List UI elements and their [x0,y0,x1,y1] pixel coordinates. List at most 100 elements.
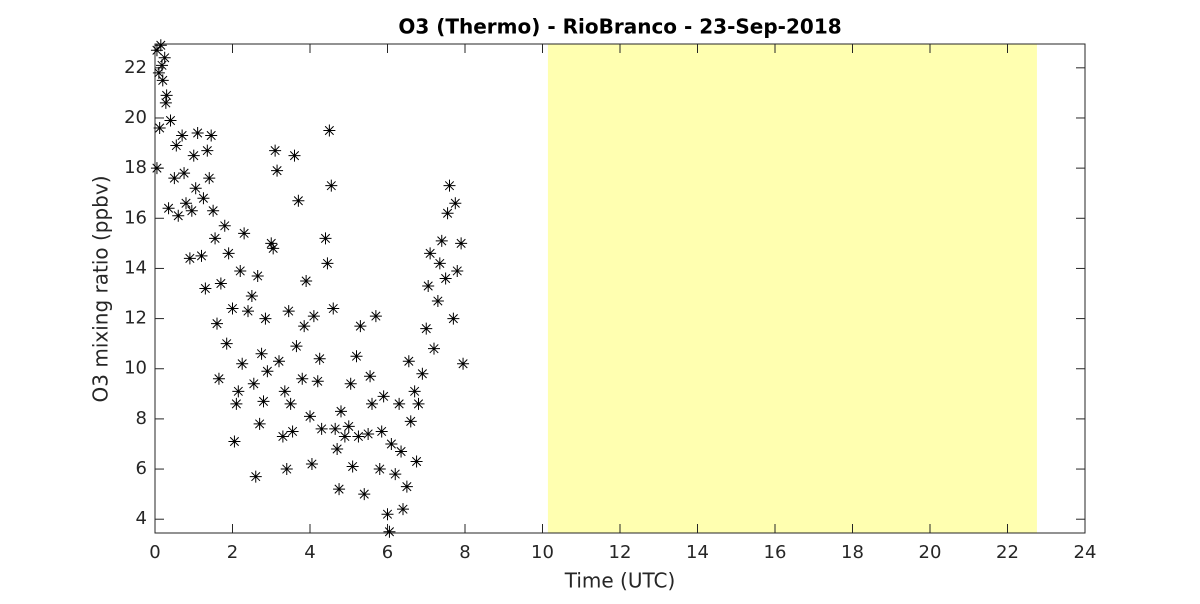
data-point [185,204,198,217]
data-point [153,122,166,135]
x-tick-label: 4 [304,542,315,563]
data-point [286,425,299,438]
data-point [164,114,177,127]
data-point [284,397,297,410]
data-point [267,242,280,255]
data-point [259,312,272,325]
data-point [352,430,365,443]
x-tick-label: 18 [841,542,864,563]
y-tick-label: 8 [136,408,147,429]
data-point [400,480,413,493]
data-point [315,422,328,435]
y-tick-label: 14 [124,257,147,278]
y-tick-label: 6 [136,458,147,479]
x-tick-label: 22 [996,542,1019,563]
data-point [226,302,239,315]
data-point [342,420,355,433]
data-point [245,290,258,303]
data-point [154,39,167,52]
data-point [335,405,347,418]
data-point [150,162,163,175]
data-point [366,397,378,410]
data-point [255,347,268,360]
data-point [441,207,454,220]
data-point [172,209,185,222]
data-point [395,445,408,458]
data-point [404,415,417,428]
data-point [362,427,375,440]
y-tick-label: 20 [124,107,147,128]
data-point [271,164,284,177]
data-point [327,302,340,315]
data-point [170,139,183,152]
data-point [176,129,189,142]
x-tick-label: 24 [1074,542,1097,563]
data-point [449,197,462,210]
data-point [156,74,169,87]
data-point [381,508,394,521]
chart-title: O3 (Thermo) - RioBranco - 23-Sep-2018 [398,15,841,39]
data-point [304,410,316,423]
data-point [212,372,225,385]
x-tick-label: 10 [531,542,554,563]
data-point [338,430,351,443]
data-point [364,370,377,383]
data-point [344,377,357,390]
data-point [189,182,202,195]
data-point [373,463,386,476]
data-point [273,355,285,368]
data-point [280,463,293,476]
data-point [220,337,233,350]
data-point [152,66,165,79]
data-point [408,385,421,398]
data-point [383,525,396,538]
y-tick-label: 12 [124,308,147,329]
data-point [358,488,371,501]
data-point [201,144,214,157]
data-point [412,397,425,410]
data-point [333,483,346,496]
data-point [323,124,336,137]
data-point [195,249,208,262]
data-point [325,179,338,192]
y-tick-label: 10 [124,358,147,379]
data-point [251,269,264,282]
data-point [439,272,452,285]
data-point [180,197,192,210]
data-point [247,377,260,390]
data-point [346,460,359,473]
data-point [422,279,435,292]
data-point [350,350,363,363]
data-point [158,51,171,64]
data-point [209,232,222,245]
data-point [385,437,398,450]
data-point [276,430,289,443]
data-point [214,277,227,290]
data-point [232,385,245,398]
shaded-region [547,44,1037,533]
data-point [447,312,460,325]
y-tick-label: 18 [124,157,147,178]
data-point [168,172,181,185]
y-axis-label: O3 mixing ratio (ppbv) [89,176,113,403]
data-point [160,89,173,102]
data-point [207,204,220,217]
x-tick-label: 6 [382,542,393,563]
data-point [433,257,446,270]
data-point [300,274,313,287]
data-point [435,234,448,247]
data-point [228,435,241,448]
data-point [457,357,470,370]
data-point [329,422,342,435]
y-tick-label: 16 [124,207,147,228]
data-point [155,59,168,72]
data-point [410,455,423,468]
data-point [292,194,305,207]
data-point [455,237,468,250]
data-point [424,247,437,260]
data-point [393,397,406,410]
data-point [242,305,254,318]
data-point [451,264,464,277]
data-point [305,458,318,471]
